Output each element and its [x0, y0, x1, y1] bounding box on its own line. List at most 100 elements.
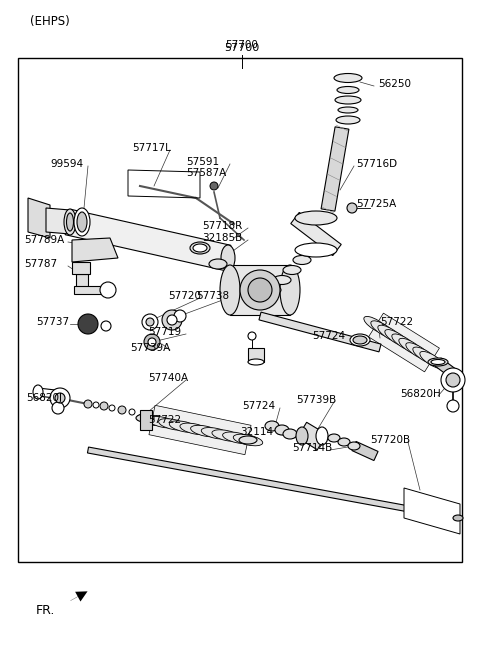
Circle shape	[84, 400, 92, 408]
Polygon shape	[65, 209, 231, 271]
Ellipse shape	[431, 360, 445, 364]
Ellipse shape	[221, 245, 235, 271]
Text: 57716D: 57716D	[356, 159, 397, 169]
Ellipse shape	[296, 427, 308, 445]
Polygon shape	[352, 441, 378, 461]
Text: 57739B: 57739B	[296, 395, 336, 405]
Ellipse shape	[399, 338, 423, 355]
Circle shape	[210, 182, 218, 190]
Ellipse shape	[378, 325, 402, 342]
Bar	[248, 348, 264, 362]
Ellipse shape	[137, 414, 167, 426]
Circle shape	[446, 373, 460, 387]
Bar	[18, 58, 462, 562]
Text: 99594: 99594	[50, 159, 83, 169]
Text: 57700: 57700	[226, 40, 258, 50]
Ellipse shape	[265, 421, 279, 431]
Ellipse shape	[33, 385, 43, 399]
Ellipse shape	[420, 351, 444, 369]
Circle shape	[447, 400, 459, 412]
Ellipse shape	[336, 116, 360, 124]
Circle shape	[78, 314, 98, 334]
Circle shape	[347, 203, 357, 213]
Ellipse shape	[385, 330, 409, 347]
Ellipse shape	[338, 107, 358, 113]
Ellipse shape	[77, 212, 87, 232]
Ellipse shape	[295, 243, 337, 257]
Circle shape	[248, 332, 256, 340]
Circle shape	[441, 368, 465, 392]
Text: 57789A: 57789A	[24, 235, 64, 245]
Ellipse shape	[191, 425, 220, 437]
Ellipse shape	[348, 442, 360, 450]
Circle shape	[129, 409, 135, 415]
Circle shape	[167, 315, 177, 325]
Ellipse shape	[353, 336, 367, 344]
Text: 57717L: 57717L	[132, 143, 171, 153]
Ellipse shape	[223, 432, 252, 443]
Ellipse shape	[392, 334, 416, 351]
Text: 57700: 57700	[224, 43, 260, 53]
Circle shape	[101, 321, 111, 331]
Ellipse shape	[193, 244, 207, 252]
Text: 56820J: 56820J	[26, 393, 62, 403]
Ellipse shape	[64, 209, 76, 235]
Polygon shape	[369, 313, 439, 372]
Text: 57739A: 57739A	[130, 343, 170, 353]
Circle shape	[118, 406, 126, 414]
Polygon shape	[46, 208, 70, 234]
Polygon shape	[298, 422, 326, 450]
Circle shape	[144, 334, 160, 350]
Polygon shape	[72, 238, 118, 262]
Ellipse shape	[337, 86, 359, 93]
Text: 57720: 57720	[168, 291, 201, 301]
Text: 57714B: 57714B	[292, 443, 332, 453]
Text: 56250: 56250	[378, 79, 411, 89]
Circle shape	[100, 282, 116, 298]
Text: 57737: 57737	[36, 317, 69, 327]
Circle shape	[174, 310, 186, 322]
Text: 57722: 57722	[380, 317, 413, 327]
Ellipse shape	[364, 316, 388, 334]
Ellipse shape	[209, 259, 227, 269]
Polygon shape	[74, 286, 112, 294]
Ellipse shape	[239, 436, 257, 444]
Ellipse shape	[371, 321, 395, 338]
Polygon shape	[76, 274, 88, 290]
Circle shape	[248, 278, 272, 302]
Ellipse shape	[233, 434, 263, 446]
Text: 57720B: 57720B	[370, 435, 410, 445]
Ellipse shape	[283, 266, 301, 275]
Circle shape	[52, 402, 64, 414]
Ellipse shape	[148, 417, 178, 428]
Ellipse shape	[180, 423, 209, 435]
Ellipse shape	[413, 347, 437, 364]
Ellipse shape	[283, 429, 297, 439]
Ellipse shape	[248, 359, 264, 365]
Ellipse shape	[158, 419, 188, 430]
Circle shape	[240, 270, 280, 310]
Text: 56820H: 56820H	[400, 389, 441, 399]
Polygon shape	[291, 213, 341, 255]
Ellipse shape	[406, 343, 430, 360]
Ellipse shape	[453, 515, 463, 521]
Polygon shape	[87, 447, 458, 521]
Ellipse shape	[328, 434, 340, 442]
FancyArrowPatch shape	[71, 592, 87, 601]
Ellipse shape	[338, 438, 350, 446]
Ellipse shape	[74, 208, 90, 236]
Circle shape	[93, 402, 99, 408]
Text: 32114: 32114	[240, 427, 273, 437]
Ellipse shape	[334, 73, 362, 82]
Ellipse shape	[293, 255, 311, 264]
Polygon shape	[28, 198, 50, 238]
Polygon shape	[435, 358, 457, 378]
Text: 57787: 57787	[24, 259, 57, 269]
Polygon shape	[230, 265, 290, 315]
Text: FR.: FR.	[36, 603, 55, 616]
Ellipse shape	[280, 265, 300, 315]
Text: 57724: 57724	[242, 401, 275, 411]
Circle shape	[100, 402, 108, 410]
Polygon shape	[259, 312, 381, 352]
Ellipse shape	[350, 334, 370, 346]
